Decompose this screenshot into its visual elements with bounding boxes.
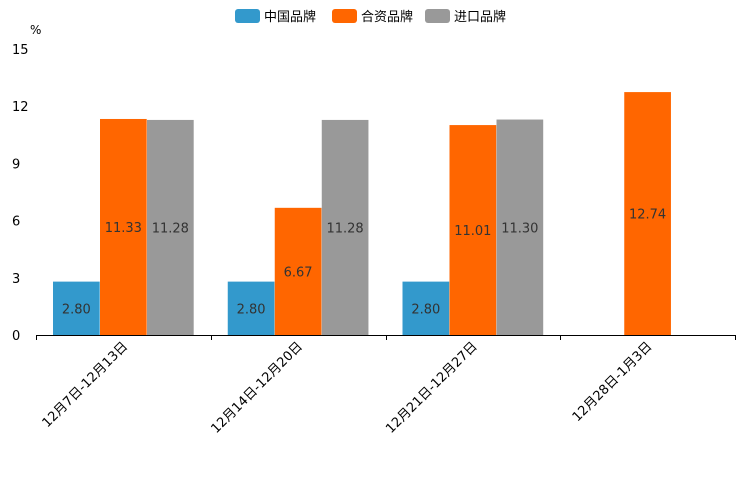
bar-s2-c2	[274, 207, 322, 335]
data-label-s2-c2: 6.67	[284, 265, 313, 280]
data-label-s3-c1: 11.28	[152, 221, 189, 236]
x-category-label-2: 12月14日-12月20日	[208, 339, 305, 436]
data-label-s1-c3: 2.80	[411, 302, 440, 317]
y-tick-label-2: 3	[12, 272, 20, 287]
data-label-s3-c2: 11.28	[326, 221, 363, 236]
bar-s3-c1	[147, 119, 194, 335]
bar-s2-c3	[449, 125, 497, 336]
bar-s2-c4	[624, 92, 671, 335]
y-tick-label-4: 9	[12, 157, 20, 172]
y-tick-label-1: 0	[12, 329, 20, 344]
y-tick-label-6: 15	[12, 43, 29, 58]
data-label-s2-c1: 11.33	[105, 221, 142, 236]
y-axis: 0 3 6 9 12 15	[12, 43, 29, 344]
data-label-s2-c4: 12.74	[629, 208, 666, 223]
data-label-s1-c1: 2.80	[62, 302, 91, 317]
legend-label-1: 中国品牌	[264, 9, 316, 25]
legend-swatch-2	[332, 9, 357, 23]
data-label-s3-c3: 11.30	[501, 221, 538, 236]
data-label-s2-c3: 11.01	[454, 224, 491, 239]
bars: 2.80 2.80 2.80 11.33 6.67 11.01 12.74 11.28 11.2…	[53, 92, 671, 336]
legend-swatch-1	[235, 9, 260, 23]
y-axis-unit-label: %	[30, 23, 41, 37]
legend-label-3: 进口品牌	[454, 9, 506, 25]
legend: 中国品牌 合资品牌 进口品牌	[235, 9, 506, 25]
bar-s1-c1	[53, 281, 100, 335]
x-category-label-4: 12月28日-1月3日	[570, 339, 656, 425]
bar-s3-c3	[496, 119, 544, 336]
bar-s1-c2	[227, 281, 275, 335]
bar-s3-c2	[321, 119, 369, 335]
y-tick-label-3: 6	[12, 215, 20, 230]
bar-s2-c1	[100, 118, 147, 335]
x-category-label-3: 12月21日-12月27日	[383, 339, 480, 436]
y-tick-label-5: 12	[12, 100, 29, 115]
x-axis: 12月7日-12月13日 12月14日-12月20日 12月21日-12月27日 12…	[36, 335, 736, 437]
x-category-label-1: 12月7日-12月13日	[40, 339, 132, 431]
legend-label-2: 合资品牌	[361, 9, 413, 25]
data-label-s1-c2: 2.80	[237, 302, 266, 317]
bar-s1-c3	[402, 281, 450, 335]
legend-swatch-3	[425, 9, 450, 23]
